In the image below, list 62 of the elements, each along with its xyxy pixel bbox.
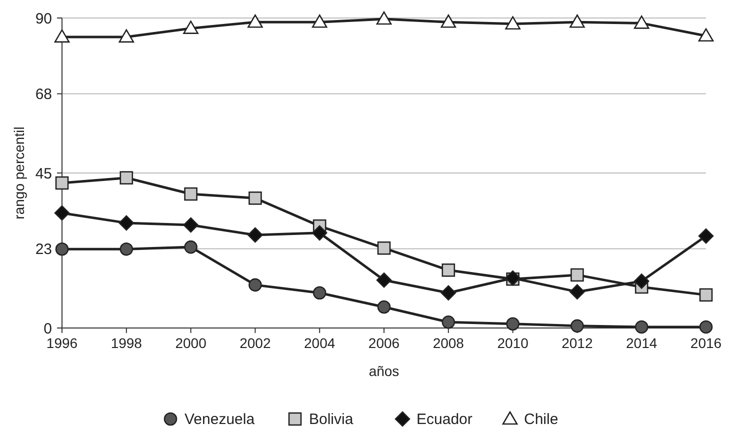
point xyxy=(118,215,134,231)
x-tick-label: 2010 xyxy=(497,335,529,351)
x-tick-label: 2012 xyxy=(562,335,593,351)
point xyxy=(248,191,262,205)
legend-label: Ecuador xyxy=(416,411,472,428)
point xyxy=(570,268,584,282)
x-tick-label: 2004 xyxy=(304,335,336,351)
x-tick-label: 2016 xyxy=(690,335,722,351)
x-axis-title: años xyxy=(368,363,400,379)
point xyxy=(634,320,648,334)
point xyxy=(184,187,198,201)
point xyxy=(55,176,69,190)
point xyxy=(570,284,585,300)
point xyxy=(312,286,326,300)
point xyxy=(120,171,134,184)
y-tick-label: 68 xyxy=(35,86,52,104)
x-tick-label: 2000 xyxy=(175,335,207,351)
x-tick-label: 2006 xyxy=(368,335,400,351)
x-tick-label: 2002 xyxy=(240,335,271,351)
point xyxy=(377,300,391,314)
point xyxy=(54,29,70,43)
point xyxy=(440,285,456,301)
point xyxy=(55,242,69,256)
point xyxy=(376,272,392,288)
point xyxy=(698,28,714,42)
point xyxy=(442,263,456,277)
legend-label: Bolivia xyxy=(309,411,354,428)
legend-label: Venezuela xyxy=(184,411,256,428)
x-tick-label: 1998 xyxy=(110,335,142,351)
point xyxy=(312,14,328,28)
point xyxy=(183,217,198,233)
point xyxy=(248,14,263,28)
x-tick-label: 1996 xyxy=(46,335,78,351)
point xyxy=(312,225,328,241)
y-tick-label: 45 xyxy=(35,165,52,182)
point xyxy=(634,274,650,289)
y-tick-label: 90 xyxy=(35,10,52,28)
point xyxy=(698,228,714,244)
y-tick-label: 0 xyxy=(44,320,52,338)
point xyxy=(377,241,391,255)
legend-label: Chile xyxy=(524,411,558,428)
y-tick-label: 23 xyxy=(35,241,52,258)
point xyxy=(699,288,713,302)
point xyxy=(442,315,456,329)
point xyxy=(699,320,713,334)
point xyxy=(118,29,134,43)
y-axis-title: rango percentil xyxy=(11,126,27,220)
point xyxy=(248,227,263,243)
point xyxy=(570,319,584,333)
point xyxy=(440,14,456,28)
x-tick-label: 2008 xyxy=(432,335,464,351)
point xyxy=(54,205,70,221)
point xyxy=(376,11,392,25)
point xyxy=(120,242,134,256)
point xyxy=(634,16,650,29)
point xyxy=(506,317,520,331)
point xyxy=(570,14,585,28)
point xyxy=(184,240,198,254)
x-tick-label: 2014 xyxy=(626,335,658,351)
point xyxy=(183,20,198,34)
point xyxy=(505,16,520,30)
point xyxy=(248,278,262,292)
